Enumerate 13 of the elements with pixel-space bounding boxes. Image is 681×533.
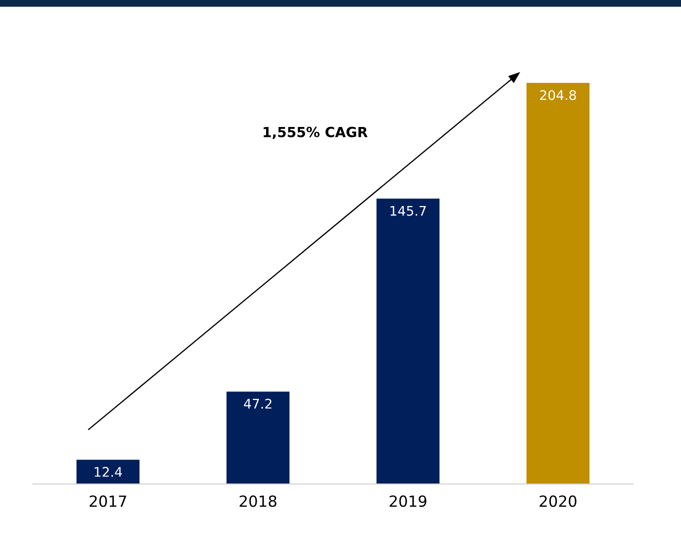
x-tick-label: 2018: [240, 495, 276, 507]
data-label: 47.2: [244, 398, 272, 409]
annotation: 1,555% CAGR: [264, 126, 368, 140]
data-label: 12.4: [94, 466, 122, 477]
bar: [526, 82, 590, 484]
x-tick-label: 2020: [540, 495, 576, 507]
bar: [76, 460, 140, 484]
x-tick-label: 2017: [90, 495, 126, 507]
x-tick-label: 2019: [390, 495, 426, 507]
data-label: 204.8: [540, 90, 576, 100]
data-label: 145.7: [390, 206, 426, 216]
bar: [226, 392, 290, 484]
bar: [376, 198, 440, 484]
